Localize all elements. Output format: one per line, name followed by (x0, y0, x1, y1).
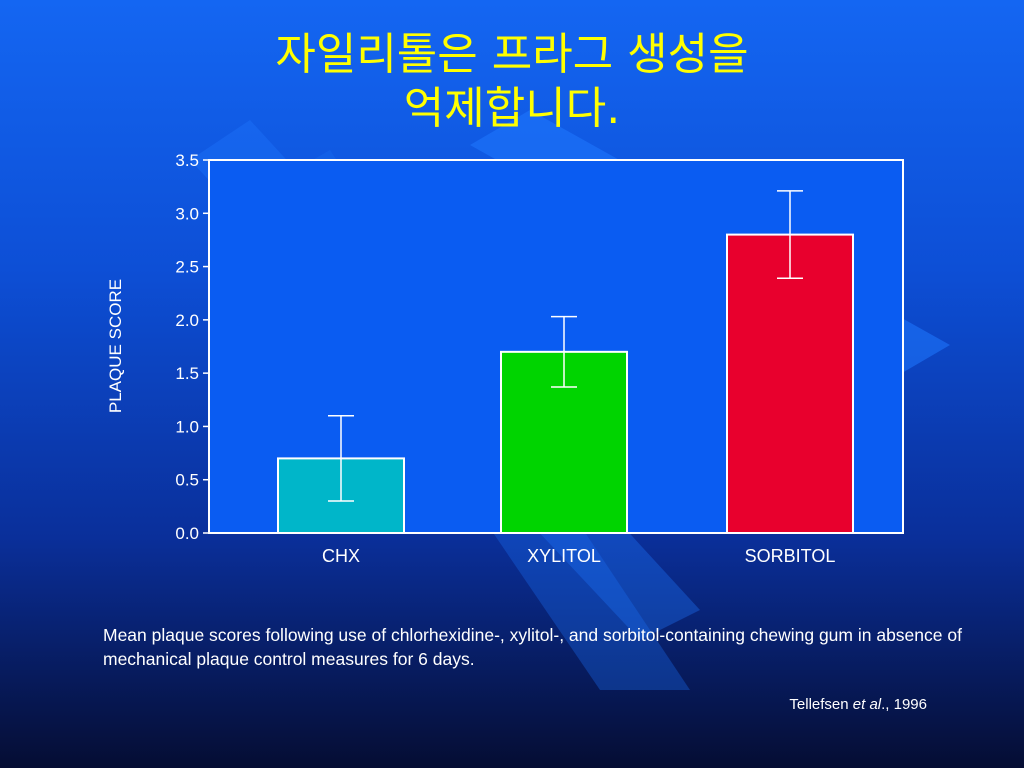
y-tick-label: 0.0 (175, 524, 199, 543)
title-line-2: 억제합니다. (403, 83, 621, 134)
x-tick-label-chx: CHX (322, 546, 360, 566)
y-axis-ticks: 0.0 0.5 1.0 1.5 2.0 2.5 3.0 3.5 (175, 151, 209, 543)
bars (277, 190, 854, 535)
title-line-1: 자일리톨은 프라그 생성을 (275, 29, 749, 80)
x-tick-label-xylitol: XYLITOL (527, 546, 601, 566)
y-tick-label: 1.0 (175, 417, 199, 436)
x-axis-labels: CHX XYLITOL SORBITOL (322, 546, 835, 566)
slide-title: 자일리톨은 프라그 생성을 억제합니다. (0, 28, 1024, 136)
bar-sorbitol (726, 233, 854, 534)
citation-author: Tellefsen (789, 696, 853, 713)
x-tick-label-sorbitol: SORBITOL (745, 546, 836, 566)
y-tick-label: 2.0 (175, 311, 199, 330)
y-tick-label: 1.5 (175, 364, 199, 383)
figure-caption: Mean plaque scores following use of chlo… (103, 625, 962, 669)
y-tick-label: 2.5 (175, 258, 199, 277)
y-axis-label: PLAQUE SCORE (106, 279, 125, 413)
citation-etal: et al (852, 696, 882, 713)
y-tick-label: 3.0 (175, 204, 199, 223)
y-tick-label: 3.5 (175, 151, 199, 170)
citation: Tellefsen et al., 1996 (789, 696, 927, 713)
y-tick-label: 0.5 (175, 471, 199, 490)
citation-year: ., 1996 (881, 696, 927, 713)
